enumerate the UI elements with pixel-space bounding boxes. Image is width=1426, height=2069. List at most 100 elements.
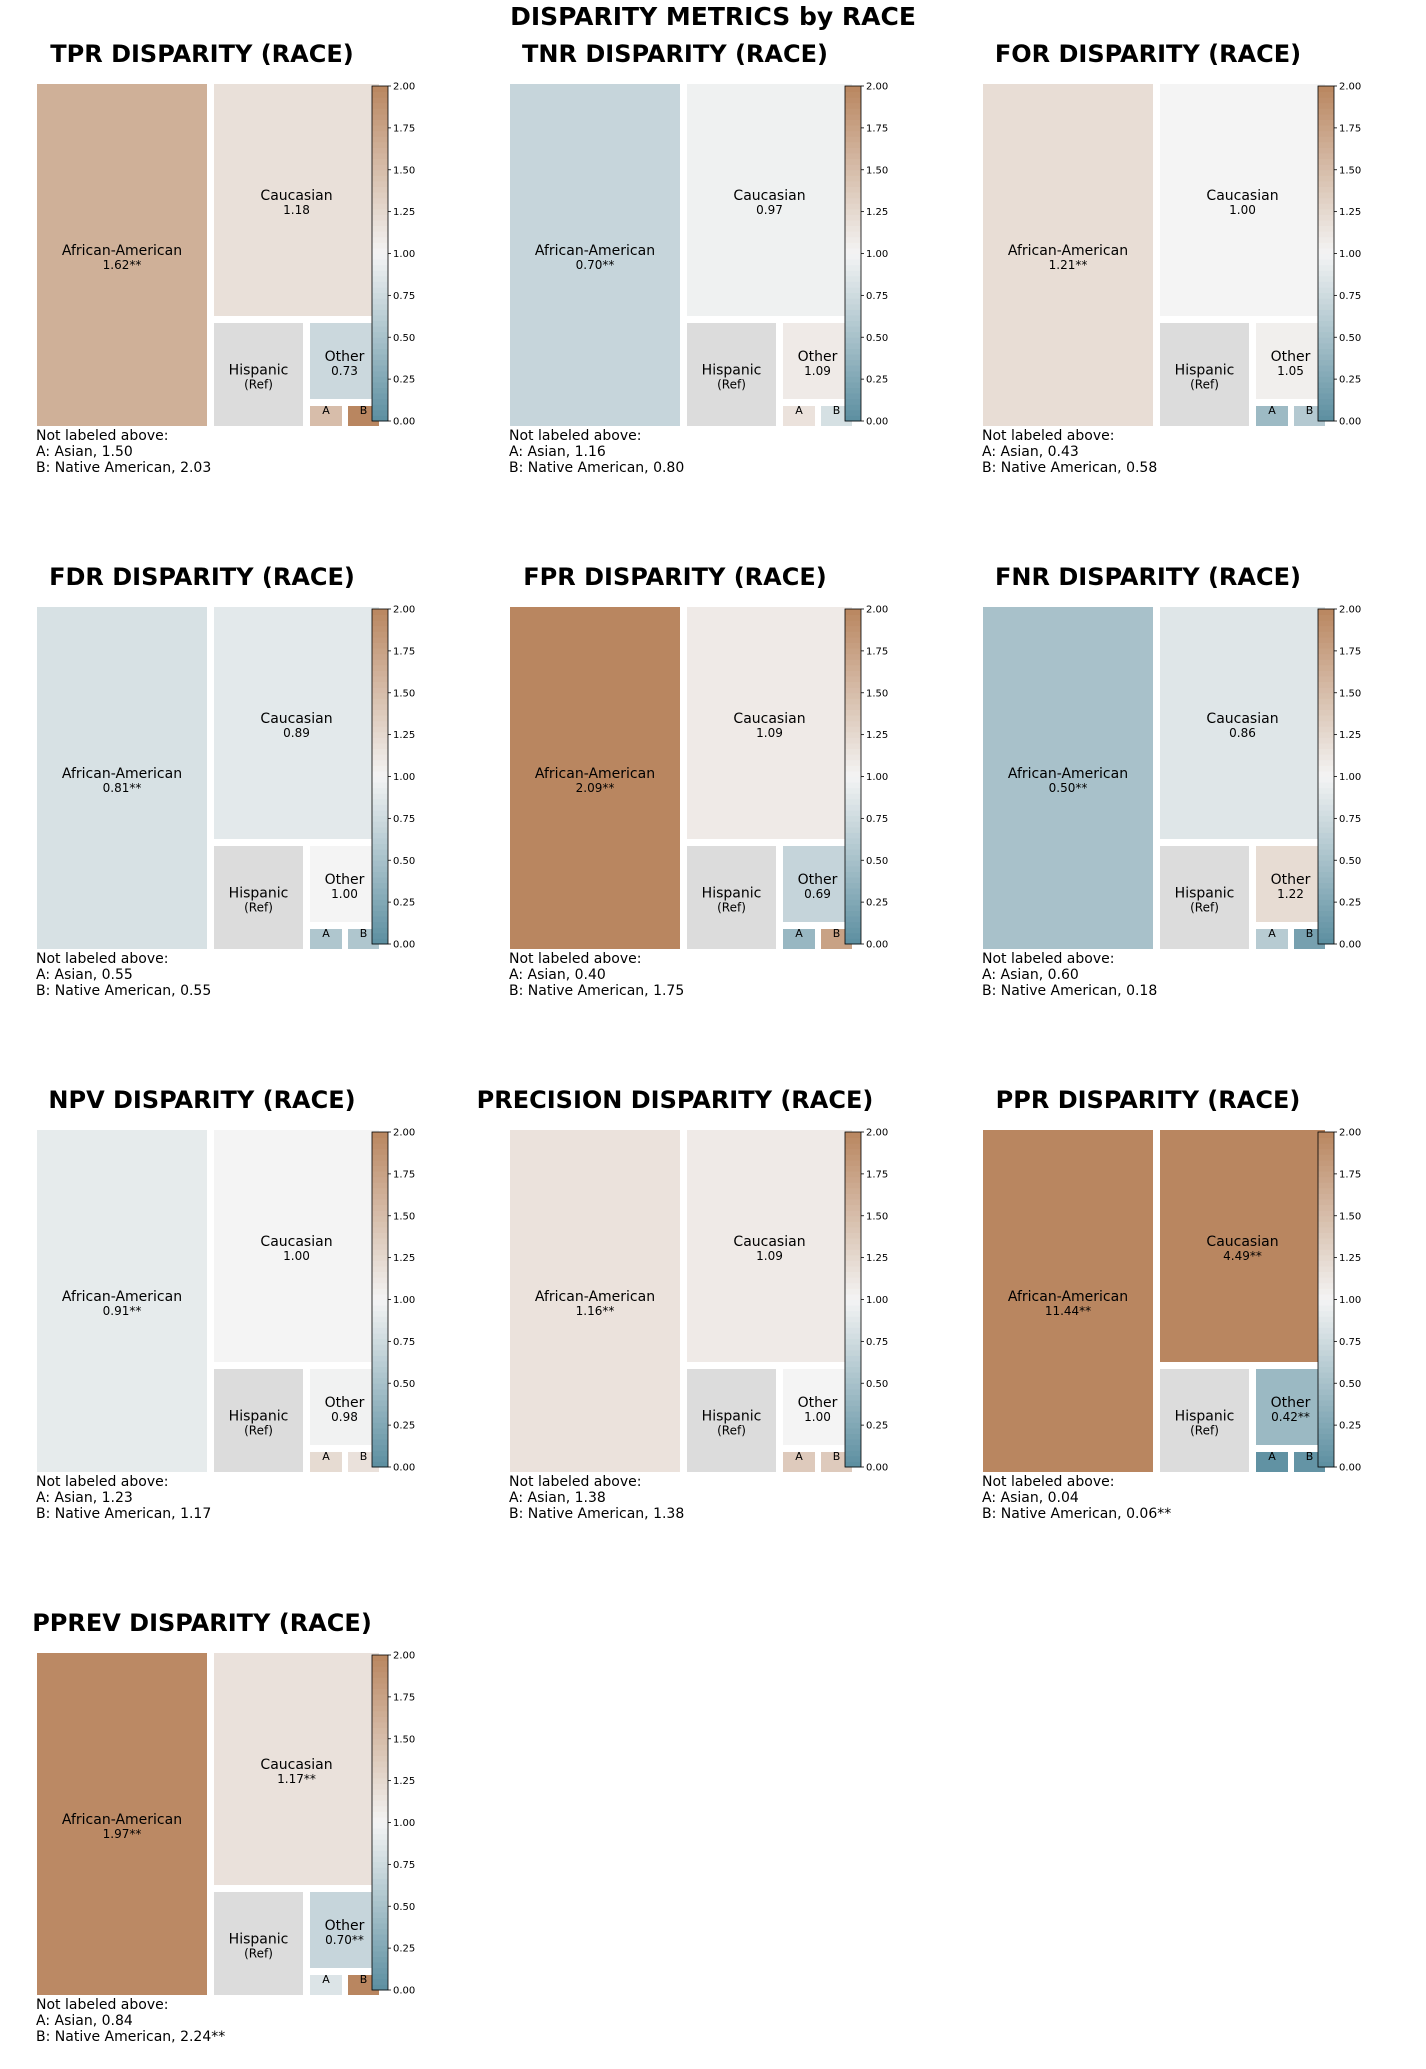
colorbar-step bbox=[1318, 370, 1334, 377]
colorbar-tick-label: 1.75 bbox=[393, 1692, 415, 1703]
colorbar-step bbox=[845, 1154, 861, 1161]
colorbar-step bbox=[1318, 125, 1334, 132]
colorbar-step bbox=[845, 726, 861, 733]
colorbar-tick-label: 0.75 bbox=[393, 1860, 415, 1871]
colorbar-step bbox=[372, 1360, 388, 1367]
colorbar-step bbox=[845, 754, 861, 761]
colorbar-tick-label: 1.25 bbox=[1339, 730, 1361, 741]
tile-value: (Ref) bbox=[244, 1947, 273, 1961]
colorbar-step bbox=[372, 1238, 388, 1245]
panel-title: FDR DISPARITY (RACE) bbox=[49, 563, 355, 591]
colorbar-step bbox=[845, 1439, 861, 1446]
tile-label: Hispanic bbox=[1175, 363, 1235, 379]
tile-label: Caucasian bbox=[1206, 1234, 1278, 1250]
colorbar-step bbox=[372, 337, 388, 344]
tile-value: 0.73 bbox=[331, 364, 358, 378]
colorbar-step bbox=[845, 1383, 861, 1390]
note-line: Not labeled above: bbox=[982, 1474, 1115, 1490]
tile-b: B bbox=[348, 1973, 379, 1995]
colorbar-step bbox=[845, 292, 861, 299]
colorbar-step bbox=[1318, 225, 1334, 232]
colorbar-step bbox=[372, 113, 388, 120]
colorbar-step bbox=[1318, 1159, 1334, 1166]
colorbar-step bbox=[845, 1215, 861, 1222]
colorbar-step bbox=[1318, 1316, 1334, 1323]
tile-rect bbox=[37, 84, 207, 426]
colorbar-step bbox=[1318, 153, 1334, 160]
colorbar-tick-label: 1.75 bbox=[1339, 646, 1361, 657]
tile-value: 0.86 bbox=[1229, 726, 1256, 740]
colorbar-tick-label: 0.75 bbox=[866, 1337, 888, 1348]
colorbar-step bbox=[372, 1260, 388, 1267]
colorbar-step bbox=[845, 743, 861, 750]
colorbar-step bbox=[845, 877, 861, 884]
colorbar-step bbox=[372, 1349, 388, 1356]
tile-label: Caucasian bbox=[733, 711, 805, 727]
colorbar-step bbox=[372, 102, 388, 109]
colorbar-step bbox=[845, 231, 861, 238]
tile-value: (Ref) bbox=[1190, 1424, 1219, 1438]
colorbar-step bbox=[845, 1221, 861, 1228]
tile-label: A bbox=[322, 1973, 330, 1986]
treemap-svg: African-American0.81**Caucasian0.89Hispa… bbox=[37, 605, 415, 951]
colorbar-step bbox=[1318, 653, 1334, 660]
note-line: B: Native American, 1.17 bbox=[36, 1506, 212, 1522]
colorbar-step bbox=[372, 1254, 388, 1261]
colorbar-step bbox=[1318, 314, 1334, 321]
colorbar-step bbox=[1318, 703, 1334, 710]
colorbar-step bbox=[372, 1383, 388, 1390]
colorbar-tick-label: 2.00 bbox=[1339, 605, 1361, 616]
tile-rect bbox=[1160, 1369, 1249, 1472]
colorbar-step bbox=[372, 1895, 388, 1902]
tile-label: Caucasian bbox=[1206, 188, 1278, 204]
colorbar-step bbox=[372, 303, 388, 310]
colorbar-step bbox=[372, 141, 388, 148]
tile-b: B bbox=[821, 1450, 852, 1472]
colorbar-step bbox=[845, 832, 861, 839]
tile-b: B bbox=[821, 927, 852, 949]
colorbar: 0.00 0.25 0.50 0.75 1.00 1.25 1.50 1.75 2.00 bbox=[371, 1128, 415, 1474]
tile-hispanic: Hispanic(Ref) bbox=[214, 1369, 303, 1472]
tile-value: 1.97** bbox=[103, 1827, 142, 1841]
colorbar-tick-label: 0.25 bbox=[393, 1944, 415, 1955]
colorbar-step bbox=[1318, 821, 1334, 828]
tile-label: Hispanic bbox=[229, 1409, 289, 1425]
tile-label: African-American bbox=[1008, 243, 1128, 259]
tile-rect bbox=[983, 607, 1153, 949]
tile-hispanic: Hispanic(Ref) bbox=[214, 1892, 303, 1995]
colorbar-step bbox=[372, 1176, 388, 1183]
colorbar-tick-label: 0.50 bbox=[393, 1902, 415, 1913]
colorbar-step bbox=[845, 1411, 861, 1418]
colorbar-step bbox=[372, 1655, 388, 1662]
colorbar-step bbox=[372, 415, 388, 422]
colorbar-step bbox=[845, 748, 861, 755]
colorbar-step bbox=[845, 264, 861, 271]
colorbar-step bbox=[1318, 309, 1334, 316]
colorbar-step bbox=[845, 376, 861, 383]
colorbar-tick-label: 0.50 bbox=[393, 856, 415, 867]
colorbar-step bbox=[1318, 1394, 1334, 1401]
colorbar-step bbox=[372, 1321, 388, 1328]
colorbar-tick-label: 1.25 bbox=[866, 1253, 888, 1264]
note-line: Not labeled above: bbox=[36, 428, 169, 444]
tile-value: (Ref) bbox=[717, 378, 746, 392]
tile-rect bbox=[783, 1369, 852, 1445]
colorbar-tick-label: 0.00 bbox=[1339, 1463, 1361, 1474]
panel-pprev-disparity-race: PPREV DISPARITY (RACE) African-American 1.… bbox=[2, 1609, 472, 2069]
colorbar-step bbox=[1318, 208, 1334, 215]
colorbar-step bbox=[1318, 1416, 1334, 1423]
colorbar-step bbox=[845, 916, 861, 923]
colorbar-step bbox=[372, 810, 388, 817]
colorbar-step bbox=[845, 270, 861, 277]
tile-label: B bbox=[833, 1450, 841, 1463]
colorbar-step bbox=[1318, 337, 1334, 344]
colorbar-step bbox=[372, 1911, 388, 1918]
unlabeled-notes: Not labeled above: A: Asian, 1.16 B: Nativ… bbox=[509, 428, 684, 476]
tile-label: Hispanic bbox=[229, 1932, 289, 1948]
colorbar-step bbox=[845, 314, 861, 321]
colorbar-step bbox=[372, 1226, 388, 1233]
colorbar-step bbox=[372, 214, 388, 221]
colorbar-tick-label: 2.00 bbox=[1339, 1128, 1361, 1139]
tile-rect bbox=[310, 1452, 342, 1472]
